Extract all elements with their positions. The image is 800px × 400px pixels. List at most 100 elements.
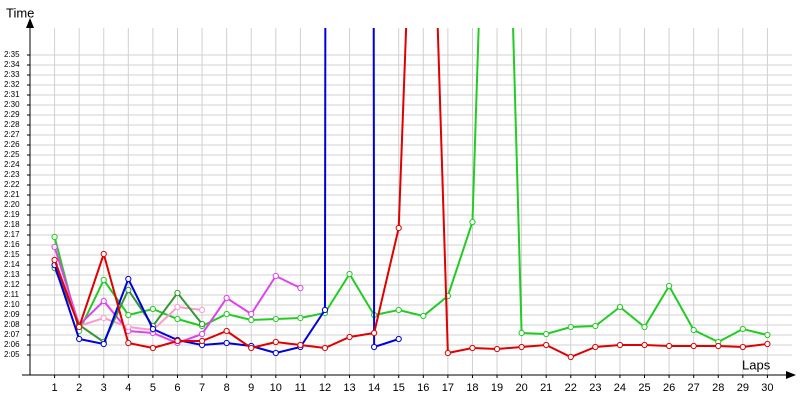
x-tick-label: 7 — [199, 382, 205, 394]
data-point — [297, 341, 304, 349]
data-point — [198, 330, 206, 338]
data-point — [518, 343, 525, 351]
x-tick-label: 11 — [295, 382, 306, 394]
data-point — [321, 344, 329, 352]
data-point — [76, 335, 83, 343]
data-point — [198, 320, 206, 328]
data-point — [469, 218, 476, 226]
data-point — [100, 250, 107, 258]
x-tick-label: 24 — [614, 382, 626, 394]
y-tick-label: 2:26 — [4, 140, 20, 149]
data-point — [297, 284, 304, 292]
series-line — [53, 28, 768, 344]
y-tick-label: 2:08 — [4, 320, 20, 329]
x-tick-label: 26 — [663, 382, 675, 394]
data-point — [444, 349, 451, 357]
data-point — [198, 337, 206, 345]
x-tick-label: 4 — [125, 382, 131, 394]
data-point — [248, 310, 255, 318]
x-tick-label: 22 — [565, 382, 577, 394]
grid — [27, 28, 792, 378]
data-point — [174, 315, 181, 323]
x-tick-label: 23 — [589, 382, 601, 394]
data-point — [739, 325, 746, 333]
y-tick-label: 2:05 — [4, 350, 20, 359]
x-tick-label: 18 — [466, 382, 478, 394]
y-tick-label: 2:24 — [4, 160, 20, 169]
x-tick-label: 21 — [540, 382, 552, 394]
x-tick-label: 19 — [491, 382, 503, 394]
x-axis-arrow — [786, 371, 796, 379]
x-tick-label: 20 — [515, 382, 527, 394]
y-tick-label: 2:22 — [4, 180, 20, 189]
y-tick-label: 2:10 — [4, 300, 20, 309]
x-tick-label: 15 — [393, 382, 405, 394]
x-tick-label: 10 — [270, 382, 282, 394]
y-tick-label: 2:31 — [4, 90, 20, 99]
data-point — [764, 340, 771, 348]
y-tick-label: 2:16 — [4, 240, 20, 249]
data-point — [346, 333, 353, 341]
data-point — [125, 286, 132, 294]
data-point — [100, 314, 107, 322]
data-point — [493, 345, 501, 353]
data-point — [125, 275, 132, 283]
data-point — [543, 330, 550, 338]
y-tick-label: 2:18 — [4, 220, 20, 229]
data-point — [395, 224, 402, 232]
y-tick-label: 2:32 — [4, 80, 20, 89]
data-point — [223, 310, 230, 318]
data-point — [272, 338, 279, 346]
data-point — [149, 344, 157, 352]
data-point — [616, 303, 624, 311]
y-tick-label: 2:29 — [4, 110, 20, 119]
data-point — [223, 294, 230, 302]
data-point — [51, 233, 58, 241]
x-tick-label: 28 — [712, 382, 724, 394]
data-point — [616, 341, 624, 349]
x-tick-label: 27 — [688, 382, 700, 394]
data-point — [665, 342, 673, 350]
data-point — [567, 353, 574, 361]
data-point — [641, 323, 648, 331]
data-point — [297, 314, 304, 322]
data-point — [248, 344, 255, 352]
plot-area — [51, 28, 771, 361]
x-tick-label: 3 — [101, 382, 107, 394]
x-tick-label: 12 — [319, 382, 331, 394]
data-point — [174, 303, 181, 311]
x-tick-label: 8 — [224, 382, 230, 394]
data-point — [100, 340, 107, 348]
x-tick-label: 2 — [76, 382, 82, 394]
x-tick-label: 16 — [417, 382, 429, 394]
x-axis-label: Laps — [742, 357, 771, 372]
data-point — [272, 349, 279, 357]
y-tick-label: 2:34 — [4, 60, 20, 69]
data-point — [149, 305, 157, 313]
data-point — [174, 289, 181, 297]
data-point — [223, 339, 230, 347]
data-point — [641, 341, 648, 349]
y-tick-label: 2:14 — [4, 260, 20, 269]
y-tick-label: 2:12 — [4, 280, 20, 289]
x-tick-label: 9 — [248, 382, 254, 394]
y-tick-label: 2:19 — [4, 210, 20, 219]
data-point — [51, 243, 58, 251]
y-axis-arrow — [26, 18, 34, 28]
tick-labels: 2:052:062:072:082:092:102:112:122:132:14… — [4, 50, 774, 394]
data-point — [125, 311, 132, 319]
x-tick-label: 1 — [52, 382, 58, 394]
y-tick-label: 2:15 — [4, 250, 20, 259]
x-tick-label: 5 — [150, 382, 156, 394]
data-point — [518, 329, 525, 337]
y-tick-label: 2:20 — [4, 200, 20, 209]
data-point — [764, 331, 771, 339]
series-line — [53, 28, 768, 359]
data-point — [100, 276, 107, 284]
data-point — [395, 335, 402, 343]
y-tick-label: 2:21 — [4, 190, 20, 199]
y-tick-label: 2:35 — [4, 50, 20, 59]
data-point — [321, 306, 329, 314]
y-tick-label: 2:07 — [4, 330, 20, 339]
